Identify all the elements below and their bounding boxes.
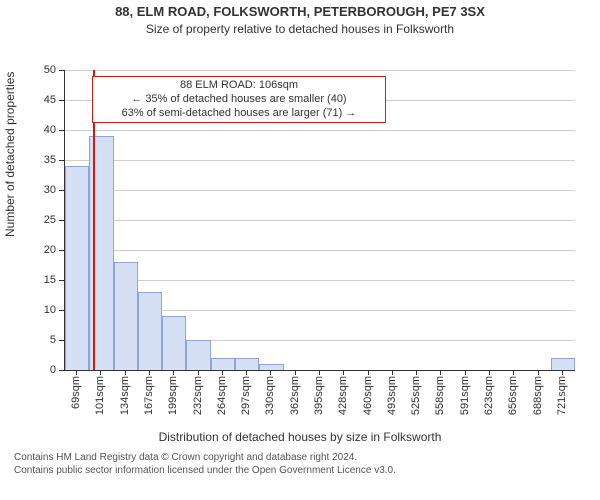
- chart-container: { "title": "88, ELM ROAD, FOLKSWORTH, PE…: [0, 0, 600, 500]
- xtick-mark: [513, 370, 514, 375]
- xtick-mark: [149, 370, 150, 375]
- xtick-mark: [489, 370, 490, 375]
- xtick-label: 493sqm: [386, 376, 398, 415]
- xtick-label: 688sqm: [532, 376, 544, 415]
- x-axis-label: Distribution of detached houses by size …: [0, 430, 600, 444]
- footer-line-2: Contains public sector information licen…: [14, 465, 600, 478]
- xtick-mark: [440, 370, 441, 375]
- xtick-mark: [173, 370, 174, 375]
- ytick-mark: [59, 340, 64, 341]
- gridline: [65, 250, 575, 251]
- ytick-label: 45: [34, 94, 56, 106]
- ytick-label: 50: [34, 64, 56, 76]
- xtick-label: 558sqm: [434, 376, 446, 415]
- xtick-label: 330sqm: [264, 376, 276, 415]
- xtick-mark: [246, 370, 247, 375]
- ytick-label: 35: [34, 154, 56, 166]
- gridline: [65, 160, 575, 161]
- gridline: [65, 70, 575, 71]
- xtick-label: 721sqm: [556, 376, 568, 415]
- ytick-mark: [59, 310, 64, 311]
- gridline: [65, 220, 575, 221]
- xtick-label: 525sqm: [410, 376, 422, 415]
- xtick-label: 101sqm: [94, 376, 106, 415]
- xtick-mark: [319, 370, 320, 375]
- footer-attribution: Contains HM Land Registry data © Crown c…: [0, 452, 600, 477]
- histogram-bar: [114, 262, 138, 370]
- ytick-label: 30: [34, 184, 56, 196]
- ytick-label: 20: [34, 244, 56, 256]
- histogram-bar: [65, 166, 89, 370]
- annotation-line: 88 ELM ROAD: 106sqm: [99, 79, 379, 93]
- gridline: [65, 280, 575, 281]
- histogram-bar: [138, 292, 162, 370]
- xtick-label: 69sqm: [70, 376, 82, 409]
- histogram-bar: [551, 358, 575, 370]
- histogram-bar: [162, 316, 186, 370]
- ytick-mark: [59, 130, 64, 131]
- xtick-label: 428sqm: [337, 376, 349, 415]
- xtick-label: 297sqm: [240, 376, 252, 415]
- xtick-mark: [538, 370, 539, 375]
- xtick-mark: [343, 370, 344, 375]
- xtick-label: 623sqm: [483, 376, 495, 415]
- ytick-label: 10: [34, 304, 56, 316]
- histogram-bar: [186, 340, 210, 370]
- ytick-mark: [59, 370, 64, 371]
- xtick-mark: [100, 370, 101, 375]
- xtick-label: 134sqm: [119, 376, 131, 415]
- y-axis-label: Number of detached properties: [3, 217, 17, 237]
- chart-title: 88, ELM ROAD, FOLKSWORTH, PETERBOROUGH, …: [0, 4, 600, 19]
- xtick-mark: [222, 370, 223, 375]
- annotation-callout: 88 ELM ROAD: 106sqm← 35% of detached hou…: [92, 76, 386, 123]
- footer-line-1: Contains HM Land Registry data © Crown c…: [14, 452, 600, 465]
- histogram-bar: [235, 358, 259, 370]
- xtick-label: 591sqm: [459, 376, 471, 415]
- xtick-label: 362sqm: [289, 376, 301, 415]
- xtick-label: 656sqm: [507, 376, 519, 415]
- ytick-mark: [59, 70, 64, 71]
- xtick-mark: [270, 370, 271, 375]
- ytick-label: 0: [34, 364, 56, 376]
- ytick-label: 5: [34, 334, 56, 346]
- xtick-label: 232sqm: [192, 376, 204, 415]
- xtick-mark: [295, 370, 296, 375]
- xtick-label: 167sqm: [143, 376, 155, 415]
- xtick-mark: [198, 370, 199, 375]
- xtick-mark: [368, 370, 369, 375]
- xtick-mark: [562, 370, 563, 375]
- xtick-mark: [465, 370, 466, 375]
- gridline: [65, 190, 575, 191]
- annotation-line: ← 35% of detached houses are smaller (40…: [99, 93, 379, 107]
- xtick-label: 199sqm: [167, 376, 179, 415]
- chart-subtitle: Size of property relative to detached ho…: [0, 22, 600, 36]
- ytick-mark: [59, 160, 64, 161]
- xtick-mark: [76, 370, 77, 375]
- ytick-mark: [59, 100, 64, 101]
- ytick-mark: [59, 280, 64, 281]
- histogram-bar: [259, 364, 283, 370]
- xtick-mark: [416, 370, 417, 375]
- ytick-mark: [59, 190, 64, 191]
- gridline: [65, 130, 575, 131]
- xtick-label: 395sqm: [313, 376, 325, 415]
- ytick-mark: [59, 250, 64, 251]
- xtick-label: 460sqm: [362, 376, 374, 415]
- annotation-line: 63% of semi-detached houses are larger (…: [99, 107, 379, 121]
- ytick-label: 40: [34, 124, 56, 136]
- xtick-mark: [392, 370, 393, 375]
- xtick-label: 264sqm: [216, 376, 228, 415]
- ytick-label: 15: [34, 274, 56, 286]
- xtick-mark: [125, 370, 126, 375]
- histogram-bar: [211, 358, 235, 370]
- ytick-mark: [59, 220, 64, 221]
- ytick-label: 25: [34, 214, 56, 226]
